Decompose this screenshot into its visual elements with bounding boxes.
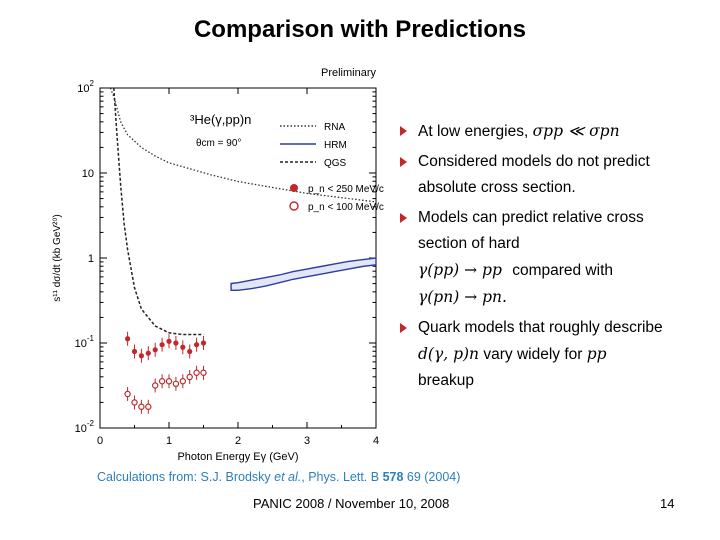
data-point-filled — [159, 342, 165, 348]
bullet-text: compared with — [512, 262, 613, 279]
legend-marker-open — [289, 201, 299, 211]
legend-marker-filled — [290, 184, 298, 192]
bullet-math: pp — [586, 345, 607, 363]
data-point-filled — [180, 344, 186, 350]
bullet-list: At low energies, σpp ≪ σpn Considered mo… — [398, 118, 690, 398]
bullet-quark-models: Quark models that roughly describe d(γ, … — [398, 315, 690, 394]
legend-label: p_n < 250 MeV/c — [308, 184, 384, 195]
bullet-math: d(γ, p)n — [418, 345, 480, 363]
data-point-filled — [166, 338, 172, 344]
y-tick-label: 10-2 — [75, 419, 95, 435]
x-tick-label: 3 — [304, 435, 310, 447]
data-point-filled — [152, 347, 158, 353]
chart-title: Preliminary — [321, 67, 377, 79]
citation-etal: et al. — [274, 470, 302, 484]
bullet-arrow-icon — [400, 157, 407, 167]
bullet-models-absolute: Considered models do not predict absolut… — [398, 149, 690, 201]
legend-label: p_n < 100 MeV/c — [308, 202, 384, 213]
data-point-open — [200, 369, 207, 376]
bullet-text: breakup — [418, 372, 475, 389]
bullet-arrow-icon — [400, 126, 407, 136]
series-qgs-line — [113, 88, 204, 336]
data-point-open — [179, 378, 186, 385]
bullet-math: σpp ≪ σpn — [532, 122, 620, 140]
data-point-filled — [131, 348, 138, 355]
footer-text: PANIC 2008 / November 10, 2008 — [253, 496, 450, 511]
data-point-open — [193, 369, 200, 376]
page-number: 14 — [660, 496, 675, 511]
x-tick-label: 0 — [97, 435, 103, 447]
reaction-label: ³He(γ,pp)n — [190, 112, 251, 127]
angle-label: θcm = 90° — [196, 138, 241, 149]
slide-title: Comparison with Predictions — [193, 16, 527, 43]
citation-prefix: Calculations from: S.J. Brodsky — [97, 470, 275, 484]
data-point-open — [165, 378, 173, 385]
data-point-filled — [145, 350, 151, 356]
legend-label: HRM — [324, 140, 347, 151]
data-point-filled — [138, 353, 144, 359]
data-point-filled — [194, 342, 200, 348]
citation-volume: 578 — [382, 470, 404, 484]
x-tick-label: 4 — [373, 435, 379, 447]
data-point-open — [186, 373, 193, 381]
citation-journal: , Phys. Lett. B — [301, 470, 383, 484]
bullet-low-energies: At low energies, σpp ≪ σpn — [398, 118, 690, 145]
bullet-text: vary widely for — [483, 346, 583, 363]
series-hrm-band — [230, 257, 376, 292]
data-point-open — [158, 378, 166, 385]
data-point-open — [151, 382, 159, 389]
bullet-text: Models can predict relative cross sectio… — [418, 209, 644, 252]
bullet-arrow-icon — [400, 213, 407, 223]
bullet-text: At low energies, — [418, 123, 529, 140]
data-point-filled — [125, 336, 131, 342]
bullet-math: γ(pn) → pn. — [418, 288, 507, 306]
data-point-filled — [200, 340, 207, 346]
bullet-text: Considered models do not predict absolut… — [418, 153, 650, 196]
data-point-open — [131, 399, 138, 406]
data-point-open — [172, 380, 180, 387]
data-point-open — [145, 403, 152, 410]
x-tick-label: 2 — [235, 435, 241, 447]
bullet-text: Quark models that roughly describe — [418, 319, 663, 336]
citation: Calculations from: S.J. Brodsky et al., … — [97, 470, 460, 484]
bullet-arrow-icon — [400, 323, 407, 333]
data-point-open — [138, 403, 145, 410]
bullet-math: γ(pp) → pp — [418, 261, 502, 279]
x-axis-label: Photon Energy Eγ (GeV) — [177, 451, 298, 463]
cross-section-chart: 0 1 2 3 4 102 10 1 10-1 10-2 Photon Energy Eγ (GeV… — [52, 67, 384, 463]
y-tick-label: 10 — [82, 168, 94, 180]
y-tick-label: 10-1 — [75, 334, 95, 350]
legend-label: RNA — [324, 122, 345, 133]
y-tick-label: 102 — [77, 79, 94, 95]
data-point-filled — [173, 340, 179, 346]
bullet-models-relative: Models can predict relative cross sectio… — [398, 205, 690, 311]
y-axis-label: s¹¹ dσ/dt (kb GeV²⁰) — [52, 214, 63, 301]
citation-pages: 69 (2004) — [403, 470, 461, 484]
y-tick-label: 1 — [88, 253, 94, 265]
data-point-filled — [187, 348, 193, 355]
x-tick-label: 1 — [166, 435, 172, 447]
data-point-open — [124, 390, 131, 398]
legend-label: QGS — [324, 158, 347, 169]
